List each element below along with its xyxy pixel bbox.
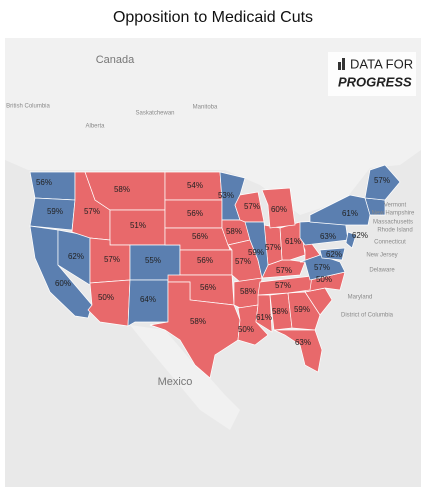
state-value-label: 56% [197, 256, 213, 265]
state-shape [309, 194, 371, 226]
state-value-label: 57% [244, 202, 260, 211]
place-label: Vermont [384, 203, 407, 209]
state-value-label: 55% [145, 256, 161, 265]
state-value-label: 64% [140, 295, 156, 304]
state-value-label: 56% [187, 209, 203, 218]
place-label: British Columbia [6, 104, 50, 110]
state-value-label: 57% [276, 266, 292, 275]
state-shape [127, 279, 169, 327]
value-labels: 56% 59% 60% 62% 57% 58% 51% 57% 50% 55% 64% 54% 56% 5… [36, 176, 390, 347]
state-value-label: 58% [272, 307, 288, 316]
logo-bar [338, 62, 341, 70]
state-value-label: 59% [294, 305, 310, 314]
state-value-label: 58% [190, 317, 206, 326]
place-label: Mexico [158, 376, 193, 388]
place-label: Maryland [348, 295, 373, 301]
state-value-label: 59% [47, 207, 63, 216]
state-value-label: 58% [240, 287, 256, 296]
state-value-label: 57% [314, 263, 330, 272]
state-value-label: 63% [295, 338, 311, 347]
state-value-label: 61% [342, 209, 358, 218]
place-label: Rhode Island [377, 228, 412, 234]
state-shape [345, 231, 357, 249]
place-label: New Hampshire [372, 211, 415, 217]
state-value-label: 50% [98, 293, 114, 302]
state-value-label: 62% [352, 231, 368, 240]
logo-text: DATA FOR [350, 56, 413, 71]
state-value-label: 60% [271, 205, 287, 214]
state-value-label: 62% [68, 252, 84, 261]
state-value-label: 63% [320, 232, 336, 241]
logo-bar [342, 58, 345, 70]
place-label: Canada [96, 54, 135, 66]
state-value-label: 56% [192, 232, 208, 241]
place-label: Delaware [369, 268, 395, 274]
place-label: Saskatchewan [135, 111, 174, 117]
state-value-label: 59% [248, 248, 264, 257]
state-value-label: 57% [235, 257, 251, 266]
state-value-label: 56% [200, 283, 216, 292]
state-shape [244, 221, 269, 280]
state-shape [287, 291, 321, 331]
state-value-label: 60% [55, 279, 71, 288]
state-value-label: 62% [326, 250, 342, 259]
state-shape [364, 164, 401, 201]
state-value-label: 51% [130, 221, 146, 230]
state-value-label: 57% [84, 207, 100, 216]
state-shape [261, 187, 296, 229]
place-label: Massachusetts [373, 220, 413, 226]
state-value-label: 56% [36, 178, 52, 187]
state-shape [149, 281, 241, 379]
logo-text: PROGRESS [338, 74, 412, 89]
canada-land [5, 38, 421, 215]
place-label: District of Columbia [341, 313, 394, 319]
states [29, 164, 401, 379]
state-value-label: 58% [226, 227, 242, 236]
state-value-label: 57% [104, 255, 120, 264]
state-shape [257, 275, 313, 296]
state-value-label: 57% [374, 176, 390, 185]
state-value-label: 61% [256, 313, 272, 322]
logo-icon [338, 58, 345, 70]
state-shape [299, 254, 346, 281]
place-label: Alberta [85, 124, 105, 130]
state-value-label: 61% [285, 237, 301, 246]
place-labels: Canada Mexico British Columbia Alberta Saska… [6, 54, 415, 388]
state-value-label: 54% [187, 181, 203, 190]
state-shape [319, 247, 346, 261]
state-value-label: 53% [218, 191, 234, 200]
state-value-label: 57% [265, 243, 281, 252]
state-value-label: 50% [238, 325, 254, 334]
state-value-label: 57% [275, 281, 291, 290]
state-value-label: 58% [114, 185, 130, 194]
state-shape [273, 329, 323, 373]
place-label: New Jersey [366, 253, 397, 259]
title: Opposition to Medicaid Cuts [113, 9, 313, 26]
mexico-land [130, 325, 240, 430]
state-value-label: 50% [316, 275, 332, 284]
state-shape [255, 294, 273, 333]
place-label: Connecticut [374, 240, 406, 246]
place-label: Manitoba [193, 105, 218, 111]
